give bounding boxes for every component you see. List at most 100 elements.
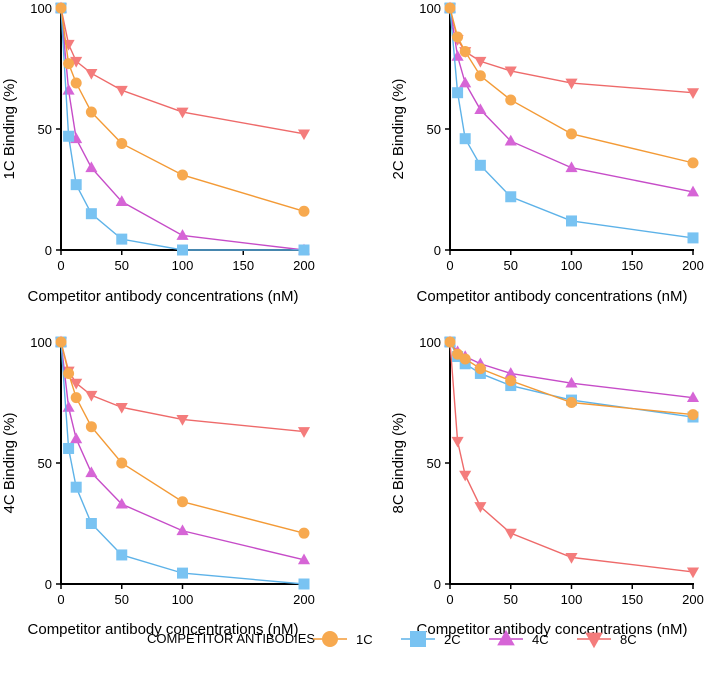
data-point-2C <box>63 442 75 454</box>
data-point-1C <box>459 46 471 58</box>
series-line-2C <box>60 7 304 251</box>
data-point-1C <box>298 527 310 539</box>
data-point-8C <box>504 66 517 78</box>
legend-item-2C: 2C <box>401 631 461 647</box>
x-tick-label: 50 <box>115 258 129 273</box>
legend-item-8C: 8C <box>577 632 637 649</box>
data-point-1C <box>55 336 67 348</box>
y-axis-title: 2C Binding (%) <box>390 79 407 180</box>
chart-panel-2: 0 50 100 0 50 100 150 200 Competitor antibody co… <box>390 1 704 305</box>
x-tick-label: 100 <box>561 258 583 273</box>
x-tick-label: 150 <box>232 258 254 273</box>
data-point-8C <box>115 85 128 97</box>
y-tick-label: 0 <box>434 577 441 592</box>
data-point-8C <box>70 378 83 390</box>
data-point-1C <box>687 157 699 169</box>
y-tick-label: 0 <box>45 243 52 258</box>
data-point-1C <box>474 363 486 375</box>
data-point-4C <box>176 524 189 536</box>
series-8C <box>443 3 700 100</box>
legend-title: COMPETITOR ANTIBODIES <box>147 631 315 646</box>
data-point-2C <box>116 233 128 245</box>
data-point-1C <box>505 94 517 106</box>
data-point-8C <box>565 552 578 564</box>
data-point-8C <box>297 427 311 438</box>
legend-label: 2C <box>444 632 461 647</box>
data-point-8C <box>459 470 472 482</box>
data-point-4C <box>565 376 578 388</box>
data-point-4C <box>686 391 700 403</box>
data-point-2C <box>298 578 310 590</box>
legend-marker-1C <box>322 631 338 647</box>
legend-item-1C: 1C <box>313 631 373 647</box>
series-4C <box>443 1 700 197</box>
data-point-4C <box>176 229 189 240</box>
data-point-8C <box>85 390 98 402</box>
y-tick-label: 50 <box>38 456 52 471</box>
data-point-8C <box>176 415 189 426</box>
data-point-2C <box>459 133 471 145</box>
data-point-1C <box>85 106 97 118</box>
data-point-2C <box>298 244 310 256</box>
data-point-4C <box>565 161 578 173</box>
data-point-2C <box>566 215 577 227</box>
series-1C <box>444 2 699 169</box>
data-point-1C <box>505 375 517 387</box>
x-tick-label: 150 <box>621 258 643 273</box>
data-point-4C <box>62 401 75 412</box>
data-point-8C <box>686 567 700 579</box>
data-point-1C <box>177 169 188 181</box>
x-axis-title: Competitor antibody concentrations (nM) <box>28 288 299 305</box>
y-tick-label: 100 <box>30 335 52 350</box>
data-point-1C <box>116 457 128 469</box>
series-line-4C <box>449 341 694 399</box>
data-point-8C <box>474 502 487 513</box>
data-point-2C <box>85 208 97 220</box>
data-point-4C <box>474 103 487 115</box>
data-point-1C <box>63 58 75 70</box>
data-point-1C <box>85 421 97 433</box>
data-point-1C <box>116 138 128 150</box>
series-line-2C <box>60 341 305 585</box>
series-8C <box>54 3 311 141</box>
legend-label: 8C <box>620 632 637 647</box>
x-axis-title: Competitor antibody concentrations (nM) <box>417 288 688 305</box>
x-tick-label: 0 <box>57 592 64 607</box>
data-point-1C <box>687 409 699 421</box>
y-axis-title: 1C Binding (%) <box>1 79 18 180</box>
chart-panel-3: 0 50 100 0 50 100 200 Competitor antibody conce… <box>1 335 315 638</box>
y-tick-label: 100 <box>419 335 441 350</box>
data-point-4C <box>115 195 128 206</box>
y-tick-label: 100 <box>419 1 441 16</box>
data-point-4C <box>504 134 517 146</box>
data-point-4C <box>459 76 472 88</box>
series-line-2C <box>449 7 694 239</box>
data-point-1C <box>55 2 67 14</box>
data-point-4C <box>686 185 700 197</box>
y-axis-title: 8C Binding (%) <box>390 413 407 514</box>
data-point-8C <box>451 436 464 448</box>
data-point-2C <box>452 87 464 99</box>
series-line-4C <box>60 7 305 251</box>
legend: COMPETITOR ANTIBODIES 1C 2C 4C 8C <box>147 629 637 649</box>
data-point-8C <box>115 402 128 414</box>
data-point-1C <box>177 496 188 508</box>
data-point-2C <box>63 130 75 142</box>
panels: 0 50 100 0 50 100 150 200 Competitor antibody co… <box>1 1 704 638</box>
data-point-2C <box>687 232 699 244</box>
legend-label: 1C <box>356 632 373 647</box>
series-2C <box>444 2 699 244</box>
x-tick-label: 50 <box>504 592 518 607</box>
legend-marker-2C <box>410 631 426 647</box>
data-point-2C <box>70 481 82 493</box>
y-tick-label: 0 <box>45 577 52 592</box>
data-point-2C <box>177 244 188 256</box>
y-tick-label: 50 <box>38 122 52 137</box>
data-point-2C <box>505 191 517 203</box>
data-point-8C <box>504 528 517 540</box>
data-point-4C <box>85 466 98 478</box>
data-point-2C <box>474 159 486 171</box>
data-point-4C <box>297 553 311 565</box>
data-point-8C <box>565 78 578 90</box>
data-point-8C <box>85 68 98 80</box>
